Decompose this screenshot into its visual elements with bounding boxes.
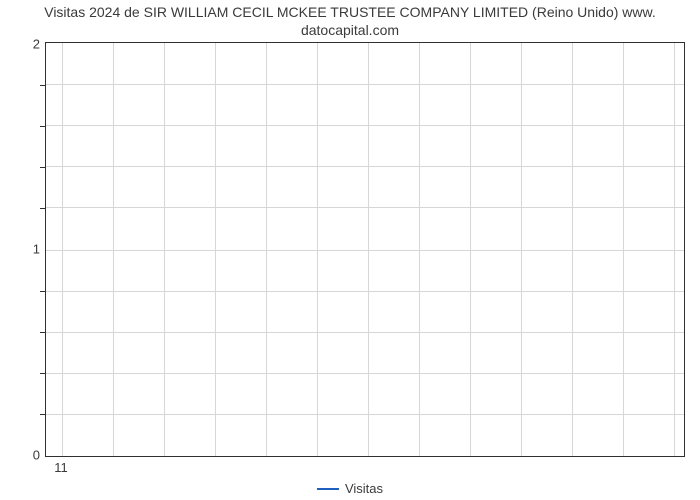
grid-hline xyxy=(46,84,684,85)
title-text-line1: Visitas 2024 de SIR WILLIAM CECIL MCKEE … xyxy=(44,4,656,20)
y-minor-tick xyxy=(40,291,45,292)
legend: Visitas xyxy=(0,480,700,496)
y-minor-tick xyxy=(40,167,45,168)
y-minor-tick xyxy=(40,208,45,209)
grid-hline xyxy=(46,207,684,208)
legend-label-visitas: Visitas xyxy=(345,481,383,496)
grid-hline xyxy=(46,291,684,292)
y-minor-tick xyxy=(40,126,45,127)
y-minor-tick xyxy=(40,414,45,415)
y-tick-label: 2 xyxy=(10,37,40,52)
plot-area xyxy=(45,42,685,457)
grid-hline xyxy=(46,414,684,415)
y-tick-label: 0 xyxy=(10,448,40,463)
grid-hline xyxy=(46,166,684,167)
grid-hline xyxy=(46,125,684,126)
grid-hline xyxy=(46,373,684,374)
title-text-line2: datocapital.com xyxy=(301,22,399,38)
y-minor-tick xyxy=(40,373,45,374)
grid-hline xyxy=(46,250,684,251)
legend-swatch-visitas xyxy=(317,488,339,490)
y-minor-tick xyxy=(40,332,45,333)
grid-hline xyxy=(46,332,684,333)
chart-title: Visitas 2024 de SIR WILLIAM CECIL MCKEE … xyxy=(0,4,700,39)
y-tick-label: 1 xyxy=(10,242,40,257)
y-minor-tick xyxy=(40,85,45,86)
x-tick-label: 11 xyxy=(54,460,68,475)
